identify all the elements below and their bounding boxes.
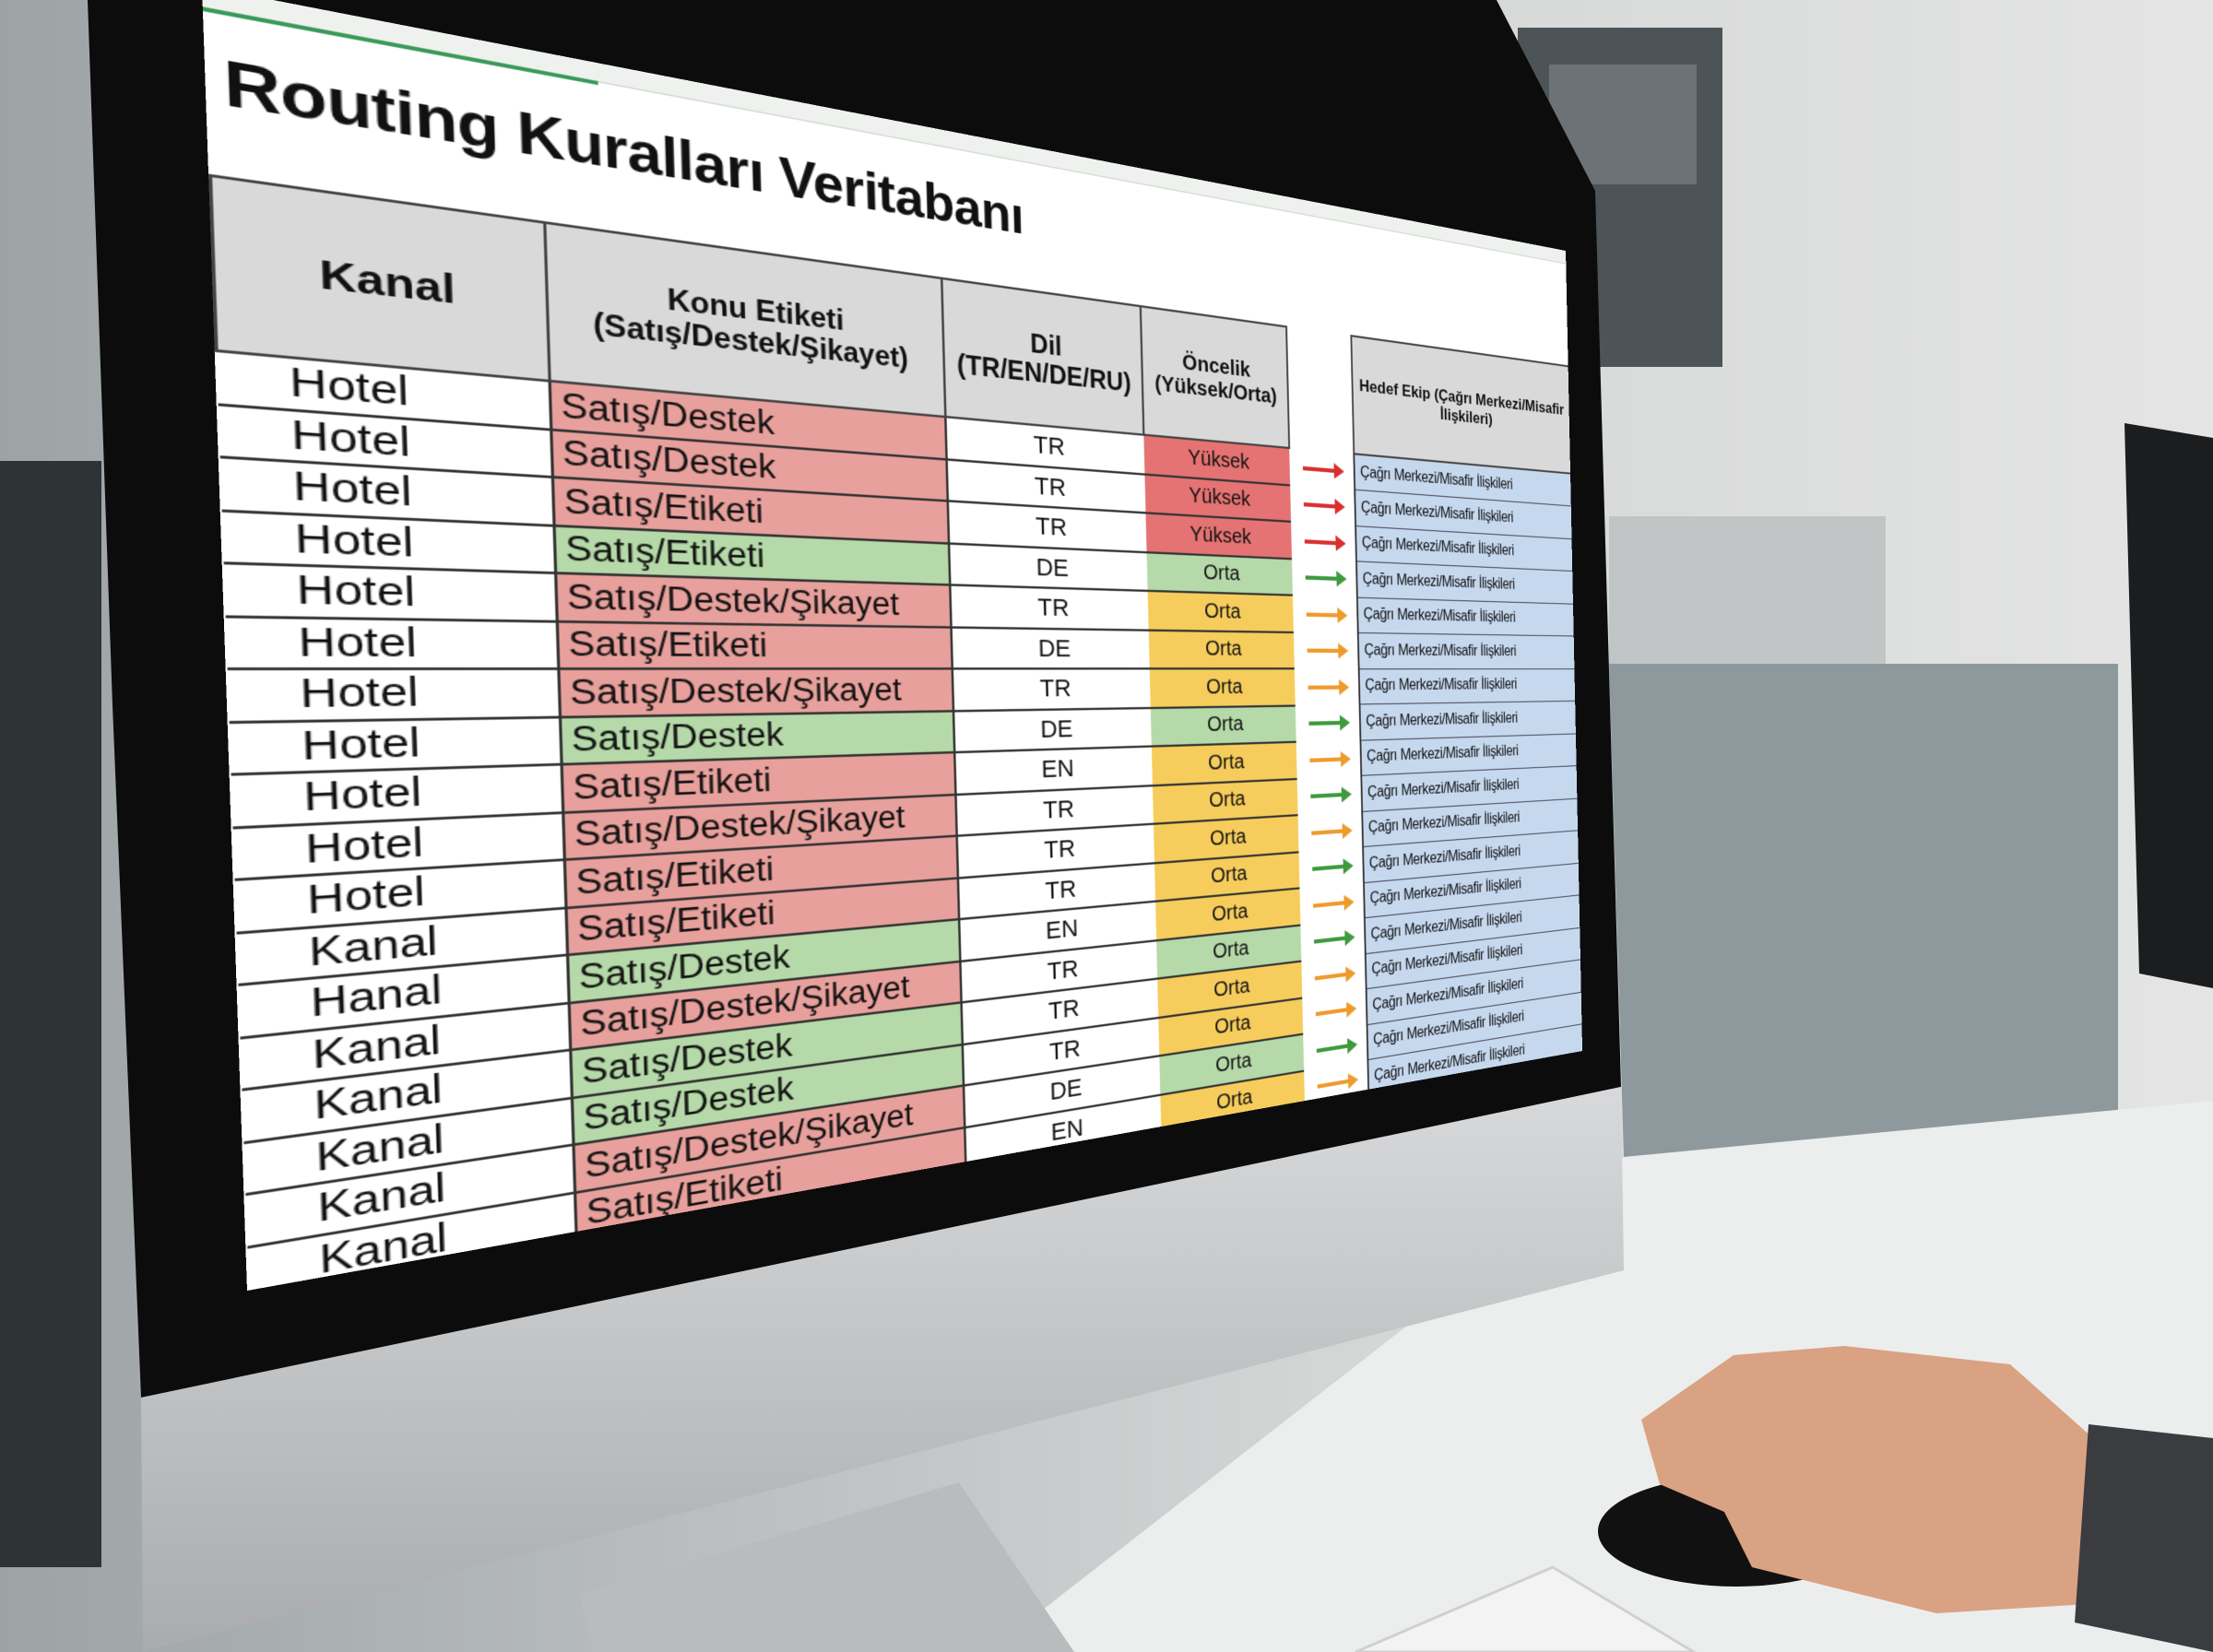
left-background-panel xyxy=(0,461,101,1567)
cell-hedef[interactable]: Çağrı Merkezi/Misafir İlişkileri xyxy=(1358,668,1576,704)
monitor-chin xyxy=(141,1087,1624,1652)
arrow-right-icon xyxy=(1314,936,1352,945)
keyboard xyxy=(1355,1565,1697,1652)
cell-oncelik[interactable]: Orta xyxy=(1150,705,1296,747)
arrow-right-icon xyxy=(1309,757,1347,762)
cell-dil[interactable]: TR xyxy=(950,584,1149,631)
arrow-right-icon xyxy=(1313,900,1351,908)
arrow-cell xyxy=(1296,740,1362,779)
cell-dil[interactable]: DE xyxy=(953,707,1152,753)
arrow-right-icon xyxy=(1308,685,1346,690)
cell-hedef[interactable]: Çağrı Merkezi/Misafir İlişkileri xyxy=(1356,596,1575,636)
sleeve xyxy=(2075,1424,2213,1652)
arrow-right-icon xyxy=(1303,502,1342,510)
arrow-right-icon xyxy=(1306,612,1344,618)
arrow-cell xyxy=(1298,811,1363,852)
arrow-right-icon xyxy=(1304,539,1343,546)
arrow-right-icon xyxy=(1314,972,1353,981)
arrow-right-icon xyxy=(1305,575,1343,582)
cell-oncelik[interactable]: Orta xyxy=(1146,551,1293,596)
cubicle-partition xyxy=(1609,664,2118,1157)
cell-kanal[interactable]: Hotel xyxy=(225,616,559,669)
arrow-cell xyxy=(1295,668,1360,705)
arrow-cell xyxy=(1294,631,1359,668)
cell-oncelik[interactable]: Yüksek xyxy=(1145,513,1293,559)
cell-dil[interactable]: DE xyxy=(949,542,1148,591)
cell-kanal[interactable]: Hotel xyxy=(223,562,558,621)
cell-hedef[interactable]: Çağrı Merkezi/Misafir İlişkileri xyxy=(1357,632,1576,669)
arrow-right-icon xyxy=(1308,721,1346,726)
arrow-right-icon xyxy=(1312,864,1350,872)
arrow-right-icon xyxy=(1316,1043,1355,1054)
cell-dil[interactable]: TR xyxy=(952,668,1151,711)
arrow-cell xyxy=(1290,485,1355,525)
arrow-cell xyxy=(1299,847,1364,889)
header-kanal[interactable]: Kanal xyxy=(210,175,550,382)
monitor-stand xyxy=(579,1482,1074,1652)
arrow-right-icon xyxy=(1315,1008,1354,1017)
arrow-cell xyxy=(1289,448,1355,490)
header-hedef[interactable]: Hedef Ekip (Çağrı Merkezi/Misafir İlişki… xyxy=(1351,336,1571,474)
background-monitor xyxy=(2124,423,2213,988)
arrow-right-icon xyxy=(1302,466,1341,474)
cell-oncelik[interactable]: Orta xyxy=(1148,630,1295,669)
arrow-right-icon xyxy=(1317,1079,1355,1090)
arrow-right-icon xyxy=(1310,793,1348,799)
arrow-right-icon xyxy=(1307,648,1345,654)
header-dil[interactable]: Dil (TR/EN/DE/RU) xyxy=(941,277,1144,435)
arrow-right-icon xyxy=(1311,829,1349,835)
header-spacer xyxy=(1286,326,1355,454)
arrow-cell xyxy=(1291,522,1356,561)
arrow-cell xyxy=(1297,775,1363,815)
hand xyxy=(1641,1346,2093,1613)
cell-konu[interactable]: Satış/Etiketi xyxy=(557,620,953,669)
arrow-cell xyxy=(1292,559,1357,597)
cubicle-top xyxy=(1609,516,1886,664)
header-oncelik[interactable]: Öncelik (Yüksek/Orta) xyxy=(1140,306,1290,448)
arrow-cell xyxy=(1293,596,1358,633)
cell-dil[interactable]: DE xyxy=(951,626,1150,669)
cell-oncelik[interactable]: Orta xyxy=(1149,668,1296,708)
cell-kanal[interactable]: Hotel xyxy=(227,668,561,722)
arrow-cell xyxy=(1296,704,1361,742)
cell-konu[interactable]: Satış/Destek/Şikayet xyxy=(558,668,953,717)
cell-oncelik[interactable]: Orta xyxy=(1147,590,1294,632)
